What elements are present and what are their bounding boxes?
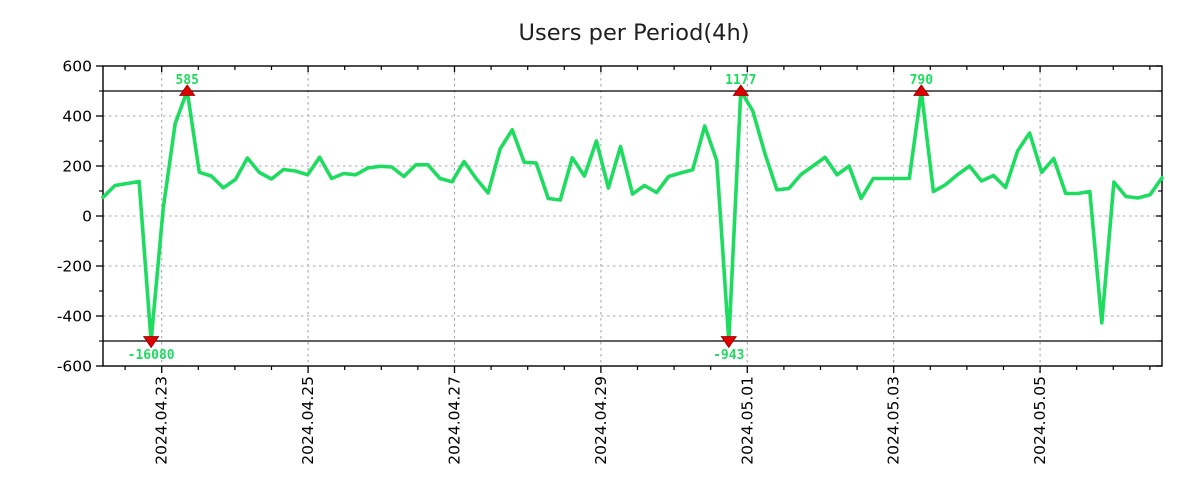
extreme-value-label: -943	[713, 348, 744, 363]
y-tick-label: 400	[62, 108, 92, 126]
extreme-value-label: -16080	[128, 348, 175, 363]
y-tick-label: -200	[57, 258, 92, 276]
x-tick-label: 2024.05.05	[1031, 376, 1049, 465]
y-tick-label: 600	[62, 58, 92, 76]
x-tick-label: 2024.05.01	[738, 376, 756, 465]
y-tick-label: 0	[82, 208, 92, 226]
y-tick-label: 200	[62, 158, 92, 176]
extreme-marker-down	[720, 336, 738, 349]
extreme-value-label: 1177	[725, 73, 756, 88]
y-tick-label: -400	[57, 308, 92, 326]
x-tick-label: 2024.04.29	[592, 376, 610, 465]
extreme-marker-up	[913, 84, 930, 96]
extreme-value-label: 790	[910, 73, 934, 88]
x-tick-label: 2024.04.23	[153, 376, 171, 465]
chart-title: Users per Period(4h)	[519, 20, 750, 46]
x-tick-label: 2024.05.03	[885, 376, 903, 465]
series-line	[101, 89, 1164, 343]
x-tick-label: 2024.04.25	[299, 376, 317, 465]
extreme-value-label: 585	[175, 73, 198, 88]
y-tick-label: -600	[57, 358, 92, 376]
extreme-marker-up	[732, 84, 750, 96]
extreme-marker-up	[178, 84, 196, 96]
plot-area: 2024.04.23 2024.04.25 2024.04.27 2024.04.29…	[57, 58, 1164, 465]
x-tick-label: 2024.04.27	[445, 376, 463, 465]
extreme-marker-down	[142, 336, 160, 349]
